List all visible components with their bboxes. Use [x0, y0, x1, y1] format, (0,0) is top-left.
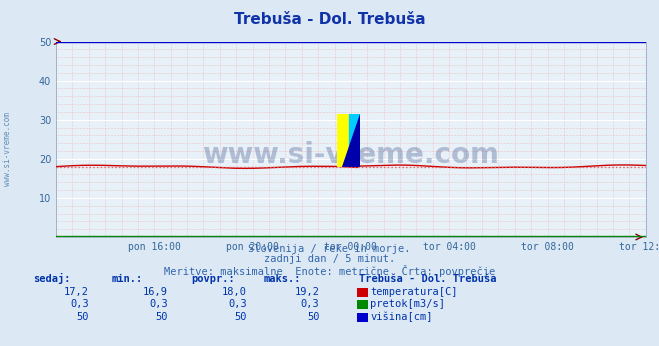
Text: Slovenija / reke in morje.: Slovenija / reke in morje. — [248, 244, 411, 254]
Text: 0,3: 0,3 — [229, 299, 247, 309]
Text: 18,0: 18,0 — [222, 287, 247, 297]
Text: temperatura[C]: temperatura[C] — [370, 287, 458, 297]
Text: min.:: min.: — [112, 274, 143, 284]
Text: 50: 50 — [307, 312, 320, 322]
Text: Trebuša - Dol. Trebuša: Trebuša - Dol. Trebuša — [359, 274, 497, 284]
Text: Trebuša - Dol. Trebuša: Trebuša - Dol. Trebuša — [234, 12, 425, 27]
Text: 19,2: 19,2 — [295, 287, 320, 297]
Text: 50: 50 — [235, 312, 247, 322]
Text: 50: 50 — [156, 312, 168, 322]
Text: pretok[m3/s]: pretok[m3/s] — [370, 299, 445, 309]
Text: povpr.:: povpr.: — [191, 274, 235, 284]
Text: Meritve: maksimalne  Enote: metrične  Črta: povprečje: Meritve: maksimalne Enote: metrične Črta… — [164, 265, 495, 277]
Text: 0,3: 0,3 — [301, 299, 320, 309]
Text: maks.:: maks.: — [264, 274, 301, 284]
Text: www.si-vreme.com: www.si-vreme.com — [3, 112, 13, 186]
Text: www.si-vreme.com: www.si-vreme.com — [202, 141, 500, 169]
Text: višina[cm]: višina[cm] — [370, 311, 433, 322]
Text: 50: 50 — [76, 312, 89, 322]
Text: 17,2: 17,2 — [64, 287, 89, 297]
Text: 0,3: 0,3 — [150, 299, 168, 309]
Text: zadnji dan / 5 minut.: zadnji dan / 5 minut. — [264, 254, 395, 264]
Text: sedaj:: sedaj: — [33, 273, 71, 284]
Text: 16,9: 16,9 — [143, 287, 168, 297]
Text: 0,3: 0,3 — [71, 299, 89, 309]
